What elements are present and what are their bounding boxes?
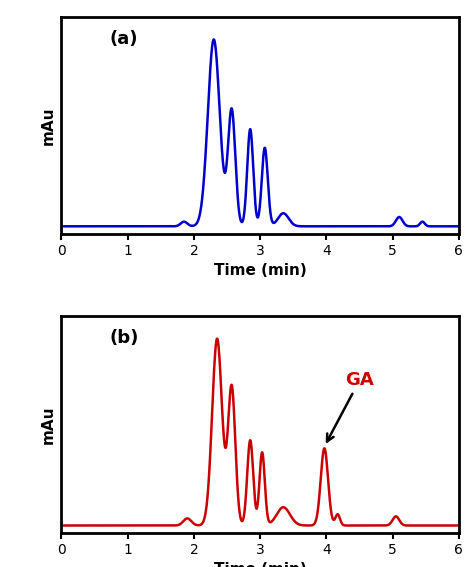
- X-axis label: Time (min): Time (min): [214, 562, 307, 567]
- X-axis label: Time (min): Time (min): [214, 263, 307, 278]
- Y-axis label: mAu: mAu: [41, 405, 56, 444]
- Text: (b): (b): [109, 329, 139, 347]
- Text: (a): (a): [109, 30, 138, 48]
- Text: GA: GA: [327, 370, 374, 442]
- Y-axis label: mAu: mAu: [41, 106, 56, 145]
